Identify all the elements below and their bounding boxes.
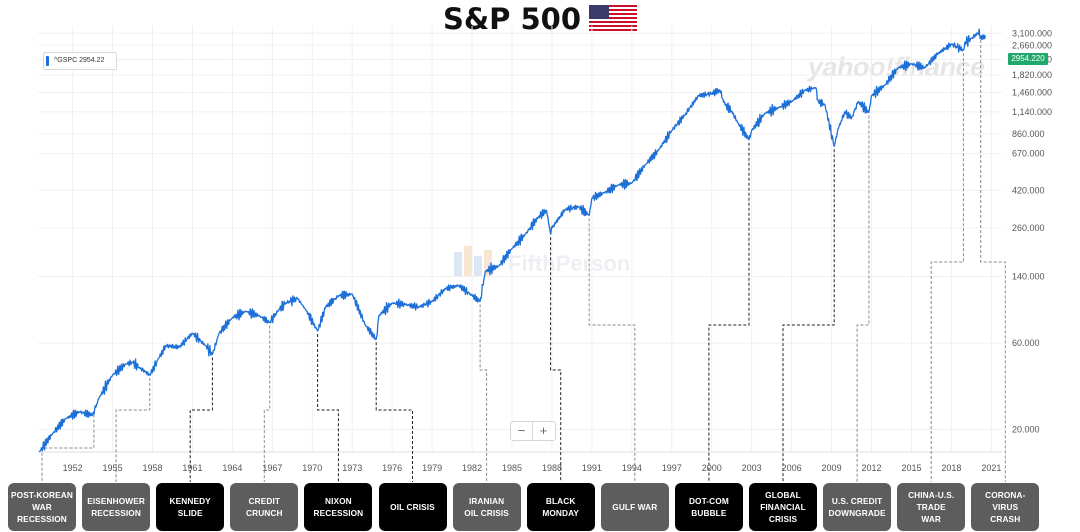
y-tick-label: 670.000 [1012,149,1045,159]
x-tick-label: 1958 [142,463,162,473]
event-connectors [41,40,1006,482]
series-legend: ^GSPC 2954.22 [43,52,117,70]
event-label: CHINA-U.S. TRADE WAR [897,483,966,531]
x-tick-label: 1967 [262,463,282,473]
x-tick-label: 1970 [302,463,322,473]
x-tick-label: 2003 [742,463,762,473]
x-tick-label: 1991 [582,463,602,473]
x-tick-label: 1997 [662,463,682,473]
zoom-controls: − + [510,421,556,441]
watermark-site-text: FifthPerson [508,251,631,276]
y-tick-label: 140.000 [1012,272,1045,282]
event-label-row: POST-KOREAN WAR RECESSION EISENHOWER RECE… [0,482,1080,532]
x-tick-label: 2012 [861,463,881,473]
x-tick-label: 1979 [422,463,442,473]
y-tick-label: 420.000 [1012,185,1045,195]
x-tick-label: 1961 [182,463,202,473]
y-tick-label: 860.000 [1012,129,1045,139]
y-tick-label: 2,660.000 [1012,40,1052,50]
x-tick-label: 2009 [822,463,842,473]
last-point [980,34,986,40]
x-axis-ticks: 1952 1955 1958 1961 1964 1967 1970 1973 1976 1979… [63,463,1002,473]
x-tick-label: 1952 [63,463,83,473]
y-tick-label: 60.000 [1012,338,1040,348]
event-label: CREDIT CRUNCH [230,483,299,531]
event-label: OIL CRISIS [378,483,447,531]
x-tick-label: 2006 [782,463,802,473]
event-label: GLOBAL FINANCIAL CRISIS [749,483,817,531]
event-connector [317,334,339,482]
event-label: CORONA- VIRUS CRASH [971,483,1040,531]
fifthperson-logo-icon [454,246,492,276]
y-tick-label: 3,100.000 [1012,28,1052,38]
price-line [38,28,984,453]
event-label: EISENHOWER RECESSION [82,483,151,531]
y-tick-label: 20.000 [1012,424,1040,434]
event-label: U.S. CREDIT DOWNGRADE [823,483,892,531]
event-connector [115,378,151,482]
event-label: DOT-COM BUBBLE [674,483,743,531]
legend-label: ^GSPC 2954.22 [54,57,105,64]
us-flag-icon [589,5,638,31]
event-connector [930,53,964,482]
x-tick-label: 1985 [502,463,522,473]
y-tick-label: 260.000 [1012,223,1045,233]
legend-swatch [46,56,49,66]
event-connector [189,357,213,482]
event-label: IRANIAN OIL CRISIS [452,483,521,531]
zoom-out-button[interactable]: − [511,422,533,440]
watermark-small-text: THE [510,244,522,250]
event-connector [782,149,835,482]
event-connector [856,115,870,482]
event-label: BLACK MONDAY [526,483,595,531]
y-tick-label: 1,140.000 [1012,107,1052,117]
event-label: NIXON RECESSION [304,483,373,531]
x-tick-label: 1973 [342,463,362,473]
x-tick-label: 1964 [222,463,242,473]
event-connector [41,414,95,482]
last-value-badge: 2954.220 [1008,53,1048,65]
event-connector [588,218,636,482]
event-connector [550,237,562,482]
y-axis-ticks: 20.000 60.000 140.000 260.000 420.000 670.000… [1012,28,1052,434]
x-tick-label: 1976 [382,463,402,473]
event-connector [479,304,488,482]
y-tick-label: 1,460.000 [1012,87,1052,97]
x-tick-label: 1994 [622,463,642,473]
x-tick-label: 2021 [981,463,1001,473]
event-connector [375,342,413,482]
x-tick-label: 2000 [702,463,722,473]
event-connector [708,142,750,482]
event-label: KENNEDY SLIDE [156,483,225,531]
event-label: GULF WAR [600,483,669,531]
y-tick-label: 1,820.000 [1012,70,1052,80]
event-connector [263,325,271,482]
event-label: POST-KOREAN WAR RECESSION [8,483,76,531]
grid-lines [38,26,1002,453]
yahoo-finance-watermark: yahoo!finance [808,52,985,82]
x-tick-label: 1955 [103,463,123,473]
x-tick-label: 1982 [462,463,482,473]
x-tick-label: 2018 [941,463,961,473]
zoom-in-button[interactable]: + [539,423,548,438]
x-tick-label: 2015 [901,463,921,473]
event-connector [980,40,1006,482]
x-tick-label: 1988 [542,463,562,473]
